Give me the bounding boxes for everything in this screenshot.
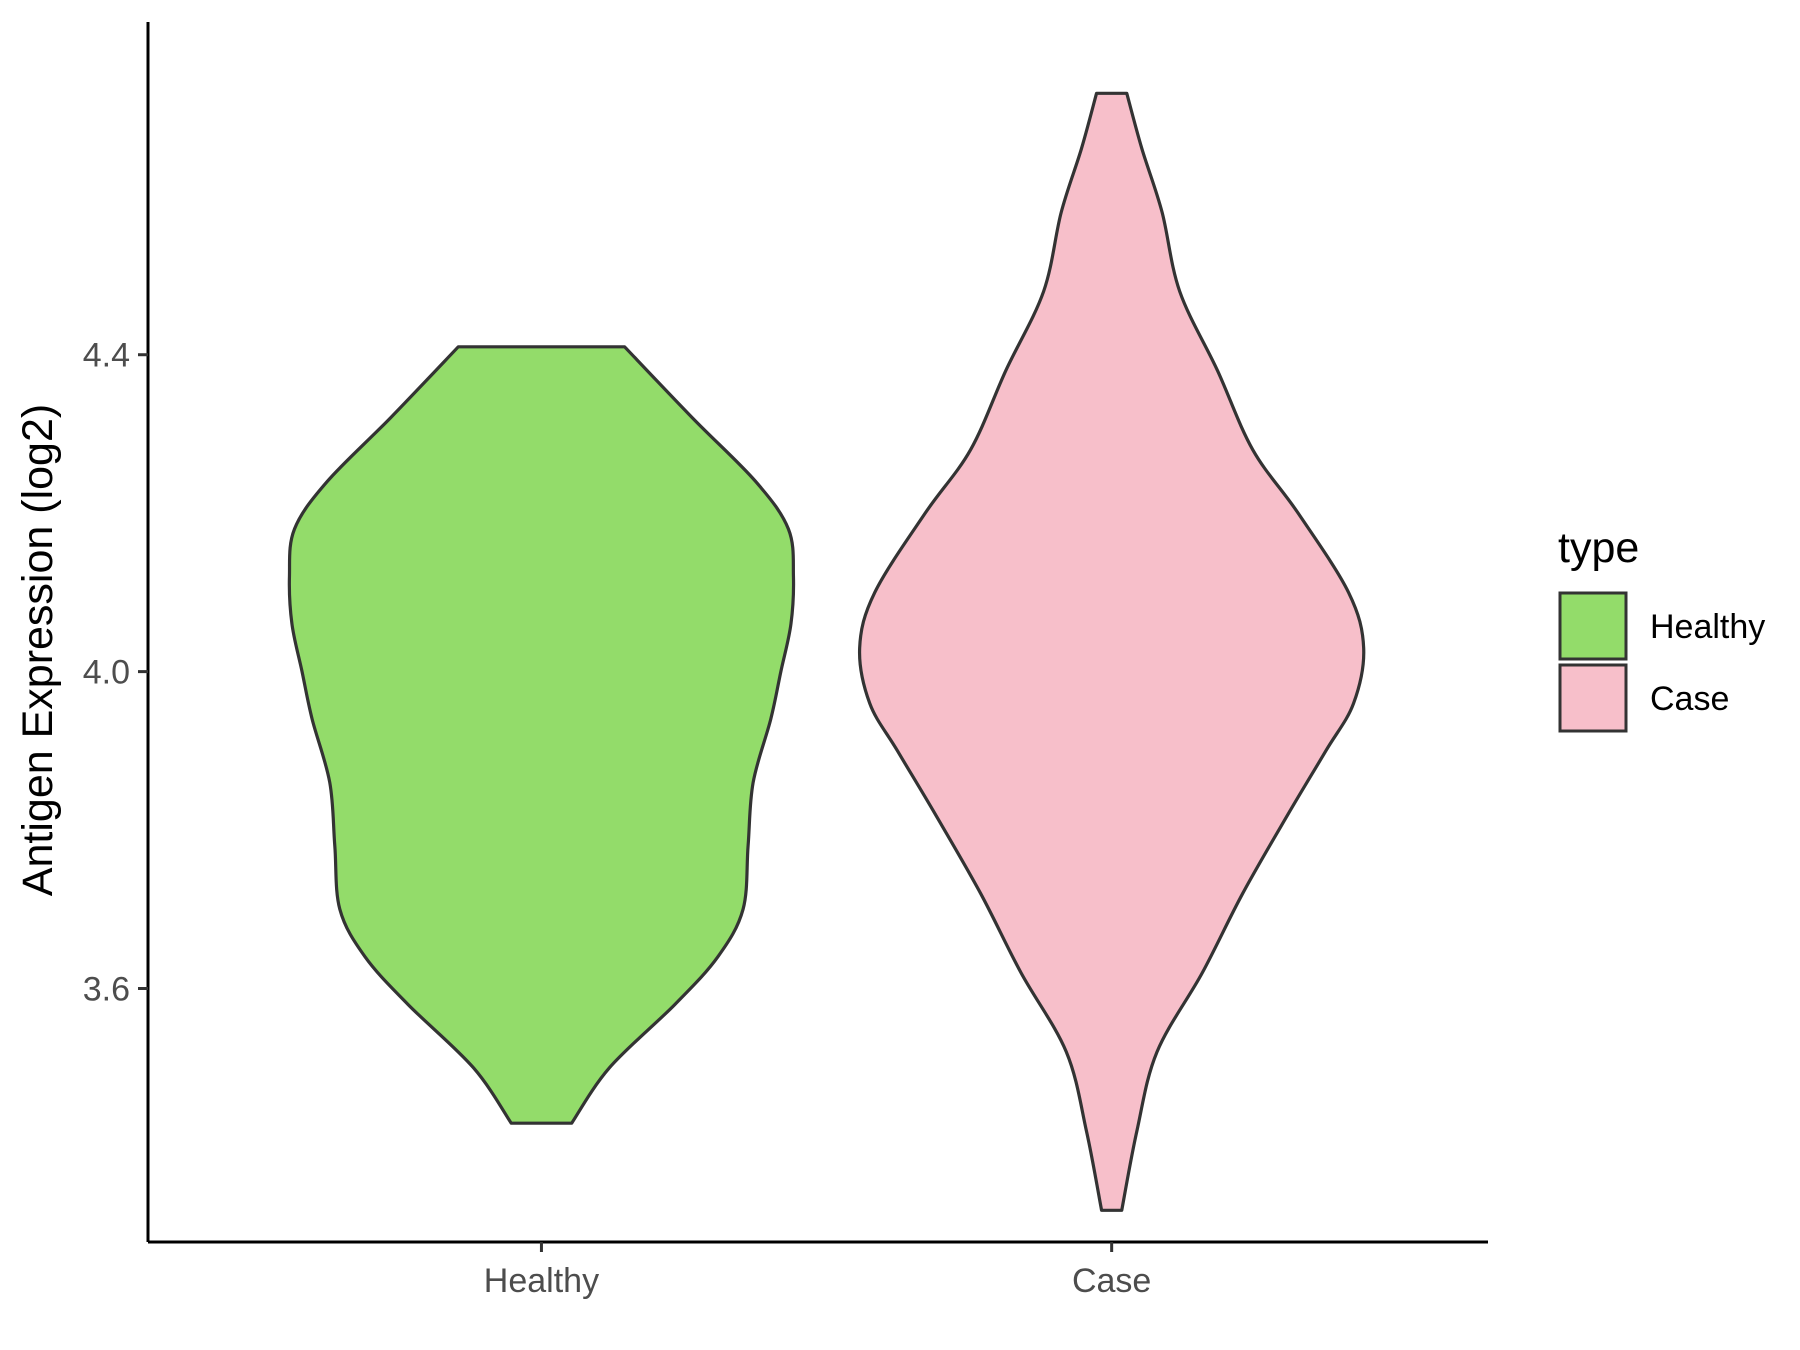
x-axis-ticks: Healthy Case: [484, 1242, 1151, 1300]
legend: type Healthy Case: [1558, 524, 1765, 733]
y-tick-label: 3.6: [83, 970, 130, 1008]
x-tick-label: Case: [1072, 1262, 1151, 1300]
legend-items: Healthy Case: [1558, 591, 1765, 733]
y-tick-label: 4.0: [83, 654, 130, 692]
legend-label-case: Case: [1650, 680, 1729, 718]
y-axis-title: Antigen Expression (log2): [14, 404, 62, 896]
legend-swatch-healthy: [1558, 591, 1628, 661]
legend-label-healthy: Healthy: [1650, 608, 1765, 646]
y-axis-ticks: 3.6 4.0 4.4: [83, 337, 148, 1008]
y-tick-label: 4.4: [83, 337, 130, 375]
violin-healthy: [287, 345, 796, 1125]
x-tick-label: Healthy: [484, 1262, 599, 1300]
legend-swatch-case: [1558, 663, 1628, 733]
legend-title: type: [1558, 524, 1639, 572]
violin-layer: [287, 91, 1366, 1212]
violin-case: [857, 91, 1366, 1212]
